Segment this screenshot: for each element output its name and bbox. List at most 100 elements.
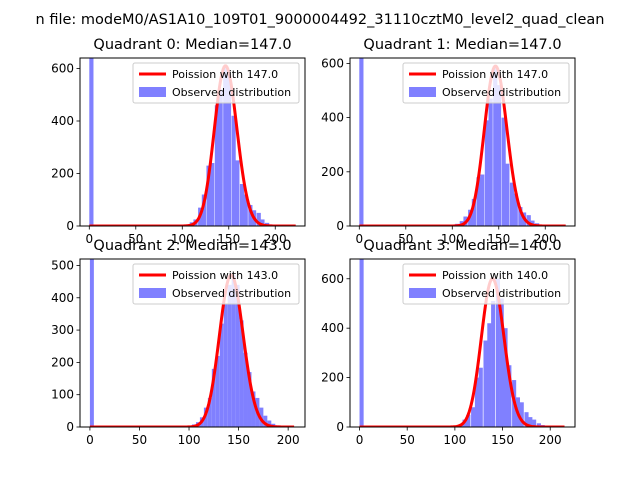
histogram-bar: [207, 397, 212, 427]
histogram-bar: [263, 415, 268, 427]
histogram-bar: [231, 115, 236, 226]
x-tick-label: 200: [534, 232, 557, 246]
x-tick-label: 0: [355, 232, 363, 246]
y-tick-label: 0: [66, 219, 74, 233]
histogram-bar: [89, 259, 94, 427]
y-tick-label: 200: [321, 165, 344, 179]
y-tick-label: 400: [51, 114, 74, 128]
x-tick-label: 100: [178, 433, 201, 447]
histogram-bar: [210, 163, 215, 226]
histogram-bar: [223, 304, 228, 427]
histogram-bar: [214, 105, 219, 226]
figure-suptitle: n file: modeM0/AS1A10_109T01_9000004492_…: [36, 12, 605, 28]
x-tick-label: 150: [217, 232, 240, 246]
plot-content: [88, 58, 297, 226]
x-tick-label: 200: [264, 232, 287, 246]
histogram-bar: [519, 402, 524, 427]
y-tick-label: 100: [51, 388, 74, 402]
legend: Poission with 147.0 Observed distribution: [132, 62, 300, 104]
histogram-bar: [359, 259, 364, 427]
legend-label-observed: Observed distribution: [442, 86, 561, 99]
y-tick-label: 600: [51, 62, 74, 76]
histogram-bar: [89, 58, 94, 226]
axes-frame: [349, 57, 576, 227]
y-tick-label: 300: [51, 323, 74, 337]
x-tick-label: 0: [86, 433, 94, 447]
histogram-bar: [484, 120, 489, 226]
histogram-bar: [526, 215, 531, 226]
histogram-bar: [507, 365, 512, 427]
legend-bar-swatch: [409, 288, 436, 298]
y-tick-label: 200: [321, 371, 344, 385]
x-tick-label: 0: [85, 232, 93, 246]
poisson-curve: [88, 64, 297, 226]
histogram-bar: [235, 284, 240, 427]
histogram-bar: [509, 182, 515, 226]
x-tick-label: 150: [227, 433, 250, 447]
histogram-bar: [248, 205, 253, 226]
legend-bar-swatch: [139, 288, 166, 298]
histogram-bar: [223, 65, 228, 226]
histogram-bar: [474, 377, 479, 427]
y-tick-label: 400: [321, 321, 344, 335]
legend-label-poisson: Poission with 147.0: [442, 68, 548, 81]
axes-frame: [79, 57, 306, 227]
plot-content: [358, 58, 567, 226]
histogram-bar: [243, 194, 248, 226]
histogram-bar: [478, 367, 483, 427]
histogram-bar: [524, 412, 529, 427]
x-tick-label: 150: [487, 232, 510, 246]
histogram-bar: [267, 420, 272, 427]
poisson-curve: [358, 277, 566, 427]
histogram-bar: [256, 212, 261, 226]
legend-frame: [402, 62, 570, 104]
histogram-bar: [513, 193, 518, 226]
y-tick-label: 500: [51, 258, 74, 272]
legend-frame: [132, 263, 300, 305]
histogram-bar: [499, 298, 504, 427]
y-tick-label: 0: [336, 420, 344, 434]
x-tick-label: 50: [128, 232, 143, 246]
histogram-bar: [359, 58, 364, 226]
y-tick-label: 400: [51, 291, 74, 305]
histogram-bar: [528, 417, 533, 427]
y-tick-label: 400: [321, 111, 344, 125]
legend-frame: [132, 62, 300, 104]
legend: Poission with 143.0 Observed distribution: [132, 263, 300, 305]
axes-frame: [79, 258, 306, 428]
histogram-bar: [215, 355, 220, 427]
y-tick-label: 0: [336, 219, 344, 233]
legend-bar-swatch: [139, 87, 166, 97]
histogram-bar: [211, 368, 216, 427]
y-tick-label: 600: [321, 56, 344, 70]
axes-title: Quadrant 1: Median=147.0: [363, 37, 561, 53]
histogram-bar: [251, 391, 256, 427]
axes-title: Quadrant 2: Median=143.0: [93, 238, 291, 254]
axes-layer: 0 50 100 150 200 0 200 400 600 Quadrant 0: Median…: [51, 37, 576, 447]
subplot-quadrant-0: 0 50 100 150 200 0 200 400 600 Quadrant 0: Median…: [51, 37, 306, 246]
histogram-bar: [536, 423, 541, 427]
legend: Poission with 147.0 Observed distribution: [402, 62, 570, 104]
legend: Poission with 140.0 Observed distribution: [402, 263, 570, 305]
legend-label-poisson: Poission with 147.0: [172, 68, 278, 81]
x-tick-label: 200: [539, 433, 562, 447]
plot-content: [358, 259, 566, 427]
histogram-bar: [206, 165, 211, 226]
histogram-bar: [235, 160, 240, 226]
x-tick-label: 50: [398, 232, 413, 246]
x-tick-label: 100: [443, 433, 466, 447]
histogram-bar: [476, 177, 481, 226]
histogram-bar: [219, 323, 224, 427]
subplot-quadrant-2: 0 50 100 150 200 0 100 200 300 400 500 Quadrant 2: …: [51, 238, 306, 447]
x-tick-label: 200: [277, 433, 300, 447]
histogram-bar: [260, 219, 265, 226]
x-tick-label: 100: [171, 232, 194, 246]
axes-title: Quadrant 0: Median=147.0: [93, 37, 291, 53]
legend-label-poisson: Poission with 140.0: [442, 269, 548, 282]
y-tick-label: 0: [66, 420, 74, 434]
x-tick-label: 50: [400, 433, 415, 447]
legend-bar-swatch: [409, 87, 436, 97]
histogram-bar: [227, 284, 232, 427]
histogram-bar: [243, 352, 248, 427]
